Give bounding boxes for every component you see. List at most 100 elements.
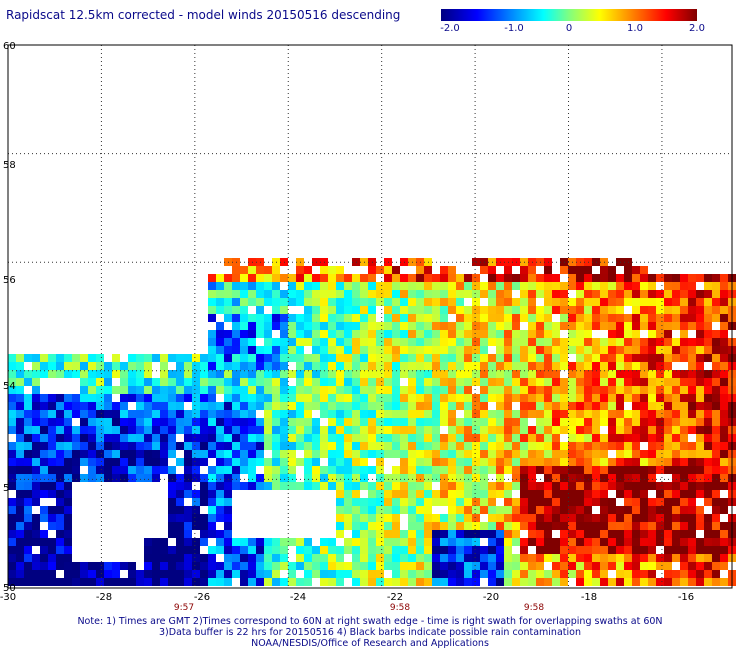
wind-diff-cell xyxy=(456,442,464,450)
wind-diff-cell xyxy=(640,402,648,410)
wind-diff-cell xyxy=(496,418,504,426)
wind-diff-cell xyxy=(240,346,248,354)
wind-diff-cell xyxy=(336,346,344,354)
wind-diff-cell xyxy=(64,466,72,474)
wind-diff-cell xyxy=(168,402,176,410)
wind-diff-cell xyxy=(432,386,440,394)
wind-diff-cell xyxy=(568,346,576,354)
wind-diff-cell xyxy=(168,474,176,482)
wind-diff-cell xyxy=(352,458,360,466)
wind-diff-cell xyxy=(416,418,424,426)
wind-diff-cell xyxy=(384,530,392,538)
wind-diff-cell xyxy=(440,362,448,370)
wind-diff-cell xyxy=(24,538,32,546)
wind-diff-cell xyxy=(640,314,648,322)
wind-diff-cell xyxy=(472,538,480,546)
wind-diff-cell xyxy=(152,386,160,394)
wind-diff-cell xyxy=(720,354,728,362)
wind-diff-cell xyxy=(552,554,560,562)
wind-diff-cell xyxy=(648,306,656,314)
wind-diff-cell xyxy=(256,570,264,578)
wind-diff-cell xyxy=(512,298,520,306)
wind-diff-cell xyxy=(432,282,440,290)
wind-diff-cell xyxy=(432,354,440,362)
wind-diff-cell xyxy=(656,490,664,498)
wind-diff-cell xyxy=(536,386,544,394)
wind-diff-cell xyxy=(528,290,536,298)
wind-diff-cell xyxy=(168,570,176,578)
wind-diff-cell xyxy=(232,546,240,554)
wind-diff-cell xyxy=(600,394,608,402)
wind-diff-cell xyxy=(488,546,496,554)
wind-diff-cell xyxy=(544,402,552,410)
wind-diff-cell xyxy=(688,394,696,402)
wind-diff-cell xyxy=(232,426,240,434)
wind-diff-cell xyxy=(112,418,120,426)
wind-diff-cell xyxy=(400,506,408,514)
wind-diff-cell xyxy=(32,370,40,378)
wind-diff-cell xyxy=(680,330,688,338)
wind-diff-cell xyxy=(448,538,456,546)
wind-diff-cell xyxy=(576,370,584,378)
wind-diff-cell xyxy=(440,378,448,386)
wind-diff-cell xyxy=(552,538,560,546)
wind-diff-cell xyxy=(392,298,400,306)
wind-diff-cell xyxy=(536,418,544,426)
wind-diff-cell xyxy=(608,330,616,338)
wind-diff-cell xyxy=(296,362,304,370)
wind-diff-cell xyxy=(664,370,672,378)
wind-diff-cell xyxy=(608,578,616,586)
wind-diff-cell xyxy=(352,490,360,498)
wind-diff-cell xyxy=(200,362,208,370)
wind-diff-cell xyxy=(376,506,384,514)
wind-diff-cell xyxy=(352,546,360,554)
wind-diff-cell xyxy=(160,442,168,450)
wind-diff-cell xyxy=(64,450,72,458)
wind-diff-cell xyxy=(392,490,400,498)
wind-diff-cell xyxy=(672,370,680,378)
wind-diff-cell xyxy=(600,346,608,354)
wind-diff-cell xyxy=(416,466,424,474)
wind-diff-cell xyxy=(272,434,280,442)
wind-diff-cell xyxy=(424,306,432,314)
wind-diff-cell xyxy=(416,298,424,306)
wind-diff-cell xyxy=(560,554,568,562)
wind-diff-cell xyxy=(328,370,336,378)
wind-diff-cell xyxy=(408,578,416,586)
wind-diff-cell xyxy=(384,402,392,410)
wind-diff-cell xyxy=(544,330,552,338)
wind-diff-cell xyxy=(376,442,384,450)
wind-diff-cell xyxy=(448,402,456,410)
wind-diff-cell xyxy=(400,322,408,330)
wind-diff-cell xyxy=(200,426,208,434)
wind-diff-cell xyxy=(632,346,640,354)
wind-diff-cell xyxy=(360,442,368,450)
wind-diff-cell xyxy=(208,482,216,490)
wind-diff-cell xyxy=(696,434,704,442)
wind-diff-cell xyxy=(72,410,80,418)
wind-diff-cell xyxy=(424,434,432,442)
wind-diff-cell xyxy=(720,282,728,290)
wind-diff-cell xyxy=(328,426,336,434)
wind-diff-cell xyxy=(360,554,368,562)
wind-diff-cell xyxy=(592,570,600,578)
wind-diff-cell xyxy=(600,570,608,578)
wind-diff-cell xyxy=(48,442,56,450)
wind-diff-cell xyxy=(576,498,584,506)
wind-diff-cell xyxy=(320,482,328,490)
wind-diff-cell xyxy=(600,450,608,458)
wind-diff-cell xyxy=(336,514,344,522)
wind-diff-cell xyxy=(688,466,696,474)
wind-diff-cell xyxy=(456,490,464,498)
wind-diff-cell xyxy=(320,322,328,330)
wind-diff-cell xyxy=(304,410,312,418)
wind-diff-cell xyxy=(712,354,720,362)
wind-diff-cell xyxy=(688,506,696,514)
wind-diff-cell xyxy=(168,554,176,562)
wind-diff-cell xyxy=(368,490,376,498)
wind-diff-cell xyxy=(712,482,720,490)
wind-diff-cell xyxy=(608,458,616,466)
wind-diff-cell xyxy=(264,418,272,426)
wind-diff-cell xyxy=(472,418,480,426)
wind-diff-cell xyxy=(360,522,368,530)
